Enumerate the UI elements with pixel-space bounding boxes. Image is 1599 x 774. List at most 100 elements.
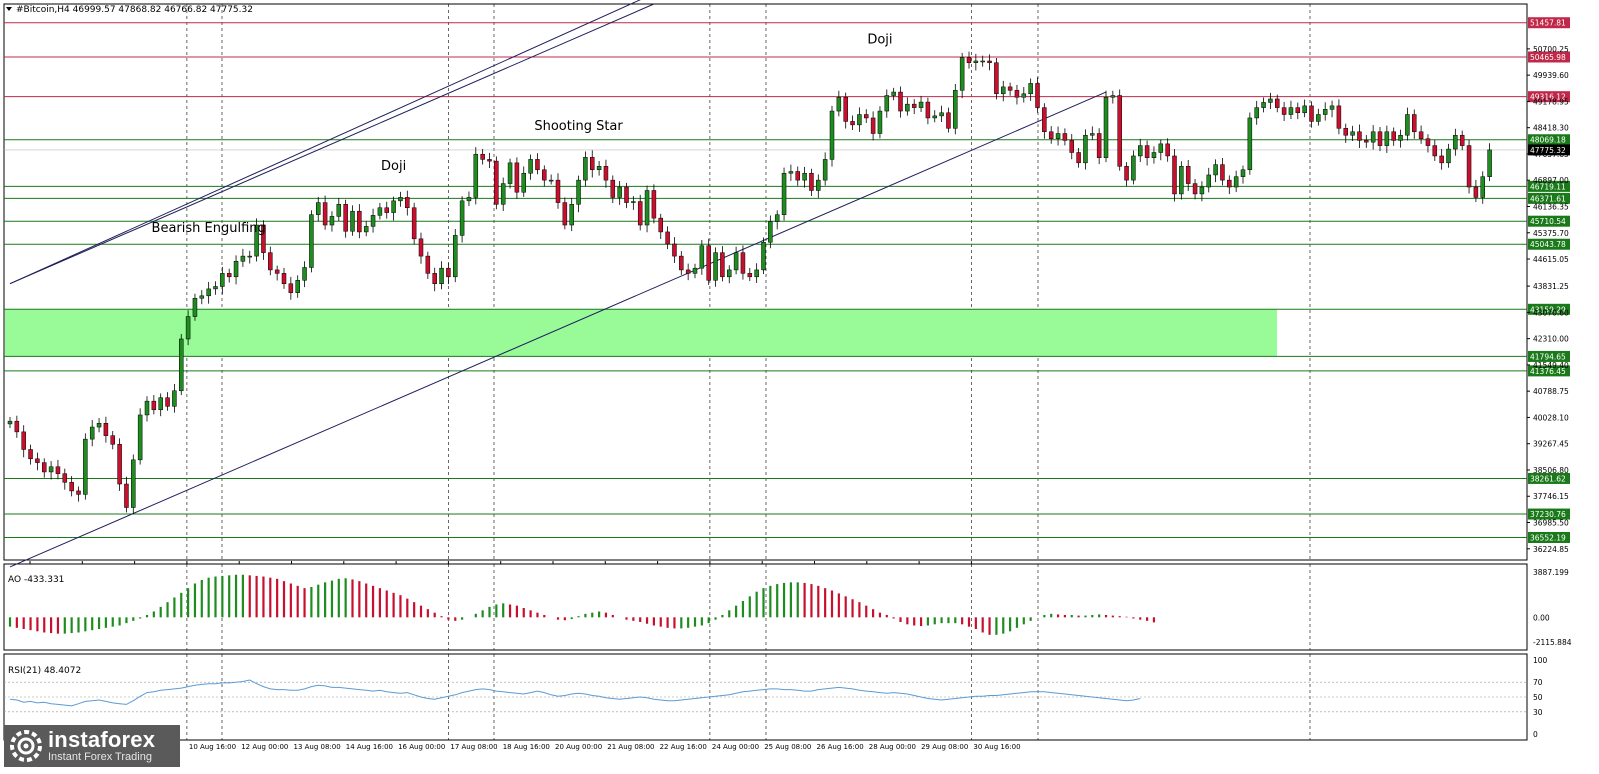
candle-body [781, 172, 787, 215]
candle-body [1062, 133, 1068, 141]
pattern-annotation: Bearish Engulfing [152, 221, 266, 236]
candle-body [994, 62, 999, 95]
candle-body [754, 269, 759, 278]
candle-body [713, 252, 718, 281]
candle-body [1384, 131, 1390, 146]
candle-body [624, 186, 629, 203]
candle-body [1185, 166, 1191, 184]
candle-body [1035, 83, 1040, 108]
y-tick-label: 40788.75 [1533, 387, 1569, 396]
annotations-layer: Bearish Engulfing Doji Shooting Star Doji [152, 33, 893, 236]
support-zone-layer [5, 309, 1277, 357]
candle-body [850, 121, 855, 126]
x-tick-label: 22 Aug 16:00 [660, 743, 707, 751]
candle-body [165, 397, 170, 407]
candle-body [596, 166, 602, 171]
candle-body [1144, 145, 1150, 158]
price-level-tag [1528, 192, 1570, 204]
candle-body [1412, 114, 1417, 133]
candle-body [569, 204, 574, 226]
candle-body [637, 201, 643, 226]
candle-body [268, 252, 273, 271]
candle-body [1466, 145, 1472, 188]
candle-body [1425, 138, 1431, 146]
price-level-tag [1528, 215, 1570, 227]
candle-body [384, 207, 389, 213]
candle-body [1179, 166, 1184, 195]
candle-body [494, 160, 499, 205]
candle-body [7, 420, 13, 425]
main-panel-frame [3, 3, 1528, 561]
x-tick-label: 25 Aug 08:00 [764, 743, 811, 751]
ao-y-tick-label: 3887.199 [1533, 568, 1569, 577]
current-price-label: 47775.32 [1530, 146, 1566, 155]
rsi-y-tick-label: 30 [1533, 708, 1543, 717]
y-tick-label: 50700.25 [1533, 45, 1569, 54]
candle-body [1206, 174, 1211, 188]
candle-body [706, 245, 711, 281]
price-level-label: 46719.11 [1530, 182, 1566, 191]
candle-body [898, 91, 903, 112]
candle-body [932, 115, 937, 119]
x-tick-label: 13 Aug 08:00 [294, 743, 341, 751]
candle-body [76, 490, 81, 495]
candle-body [1172, 155, 1177, 195]
candle-body [720, 252, 725, 278]
ao-panel-frame [3, 563, 1528, 651]
candle-body [377, 207, 383, 216]
candle-body [480, 153, 485, 160]
candle-body [1199, 186, 1205, 195]
candle-body [309, 214, 314, 268]
candle-body [1432, 145, 1438, 157]
candle-body [1138, 145, 1143, 157]
y-tick-label: 47657.65 [1533, 150, 1569, 159]
ao-layer: 3887.199 0.00 -2115.884 [8, 568, 1572, 647]
price-level-tag [1528, 350, 1570, 362]
candle-body [843, 96, 848, 122]
candle-body [1357, 131, 1362, 141]
candle-body [254, 224, 259, 257]
candle-body [877, 110, 883, 134]
candle-body [1213, 164, 1218, 176]
candle-body [247, 255, 252, 258]
candle-body [980, 60, 985, 63]
candle-body [42, 462, 47, 473]
y-tick-label: 36985.50 [1533, 519, 1569, 528]
candle-body [973, 60, 979, 63]
candle-body [802, 172, 807, 181]
candle-body [281, 273, 287, 284]
candle-body [199, 295, 205, 299]
y-tick-label: 46136.35 [1533, 202, 1569, 211]
candle-body [363, 226, 369, 233]
price-level-tag [1528, 238, 1570, 250]
dropdown-arrow-icon[interactable] [6, 7, 12, 11]
candle-body [809, 172, 814, 191]
candle-body [733, 252, 739, 271]
x-tick-label: 30 Aug 16:00 [973, 743, 1020, 751]
candle-body [83, 438, 88, 495]
price-level-tag [1528, 531, 1570, 543]
x-tick-label: 29 Aug 08:00 [921, 743, 968, 751]
price-levels-layer: 51457.81 50465.98 49316.12 48069.18 46719.11… [4, 17, 1570, 543]
candle-body [1096, 133, 1102, 158]
rsi-line [9, 679, 1141, 707]
candle-body [1316, 114, 1321, 122]
ao-label: AO -433.331 [8, 575, 64, 585]
y-tick-label: 36224.85 [1533, 545, 1569, 554]
candle-body [507, 162, 513, 184]
candle-body [117, 444, 122, 485]
y-tick-label: 41549.40 [1533, 361, 1569, 370]
candle-body [322, 202, 328, 226]
candle-body [699, 245, 705, 269]
candle-body [206, 288, 211, 297]
candle-body [1220, 164, 1225, 181]
candle-body [151, 400, 157, 411]
candle-body [788, 171, 794, 174]
candle-body [1405, 114, 1410, 136]
candle-body [1131, 155, 1136, 181]
candle-body [1370, 131, 1376, 143]
x-tick-label: 26 Aug 16:00 [817, 743, 864, 751]
candle-body [685, 269, 691, 274]
